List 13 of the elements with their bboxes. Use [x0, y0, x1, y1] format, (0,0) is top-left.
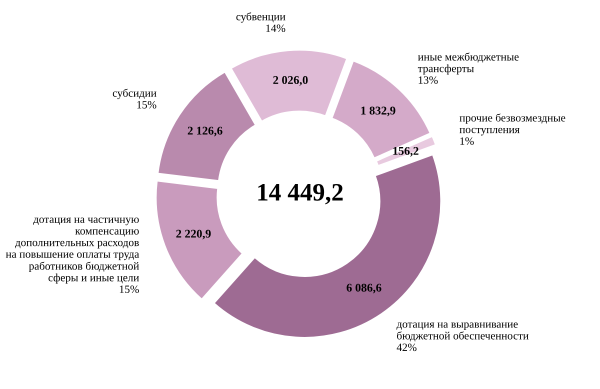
slice-label: субвенции 14% [236, 12, 286, 32]
slice-label: дотация на выравнивание бюджетной обеспеченности 42% [396, 322, 529, 352]
slice-label: субсидии 15% [112, 88, 156, 108]
data-label: 156,2 [393, 146, 418, 157]
data-label: 6 086,6 [346, 284, 382, 294]
data-label: 2 126,6 [188, 126, 222, 136]
data-label: 1 832,9 [361, 106, 396, 116]
slice-label: прочие безвозмездные поступления 1% [460, 113, 566, 145]
data-label: 2 026,0 [273, 76, 308, 86]
slice-label: дотация на частичную компенсацию дополнительных расходов на повышение оплаты труда работников бюджетной сферы и иные цели 15% [6, 218, 140, 294]
data-label: 2 220,9 [176, 230, 211, 240]
text: 14 449,2 [258, 184, 343, 204]
slice-label: иные межбюджетные трансферты 13% [418, 52, 519, 84]
